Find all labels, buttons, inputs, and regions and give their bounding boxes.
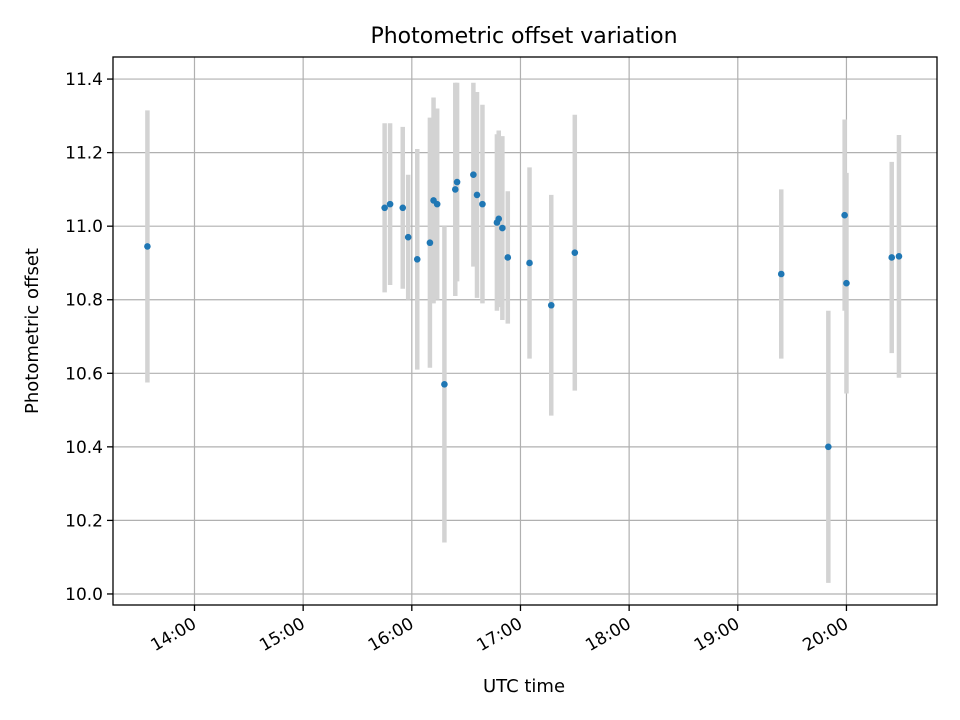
- grid: [113, 57, 937, 605]
- data-point: [777, 270, 785, 278]
- data-point: [451, 186, 459, 193]
- data-point: [843, 279, 850, 287]
- chart-title: Photometric offset variation: [370, 24, 677, 49]
- data-point: [895, 253, 903, 260]
- data-point: [841, 211, 848, 219]
- data-point: [441, 381, 448, 388]
- x-axis-label: UTC time: [483, 676, 565, 697]
- data-point: [495, 215, 503, 223]
- data-point: [470, 171, 477, 178]
- data-point: [413, 255, 421, 263]
- y-tick-label: 10.8: [65, 291, 103, 311]
- data-point: [144, 243, 151, 250]
- data-point: [547, 301, 555, 309]
- data-point: [825, 443, 832, 451]
- data-point: [479, 200, 486, 208]
- data-point: [504, 254, 512, 261]
- y-tick-label: 11.0: [65, 217, 103, 237]
- x-tick-label: 17:00: [474, 614, 526, 656]
- x-tick-label: 15:00: [256, 614, 308, 656]
- y-tick-label: 11.2: [65, 144, 103, 164]
- data-point: [399, 204, 407, 212]
- y-axis-ticks: 10.0 10.2 10.4 10.6 10.8 11.0 11.2 11.4: [65, 70, 113, 605]
- x-axis-ticks: 14:00 15:00 16:00 17:00 18:00 19:00 20:00: [148, 605, 852, 656]
- data-point: [473, 191, 481, 199]
- data-point: [404, 233, 412, 241]
- y-tick-label: 10.0: [65, 585, 103, 605]
- x-tick-label: 20:00: [800, 614, 852, 656]
- data-point: [381, 204, 388, 212]
- x-tick-label: 16:00: [365, 614, 417, 656]
- y-tick-label: 10.6: [65, 364, 103, 384]
- data-point: [433, 200, 441, 208]
- data-point: [571, 249, 579, 256]
- y-tick-label: 10.2: [65, 511, 103, 531]
- y-tick-label: 10.4: [65, 438, 103, 458]
- data-point: [499, 224, 506, 232]
- x-tick-label: 14:00: [148, 614, 200, 656]
- y-tick-label: 11.4: [65, 70, 103, 90]
- error-bars: [145, 82, 902, 583]
- data-point: [526, 259, 533, 267]
- data-point: [386, 200, 394, 208]
- data-point: [453, 178, 461, 186]
- x-tick-label: 18:00: [582, 614, 634, 656]
- x-tick-label: 19:00: [691, 614, 743, 656]
- y-axis-label: Photometric offset: [22, 248, 43, 414]
- data-point: [888, 254, 896, 261]
- plot-frame: [112, 56, 938, 606]
- data-points: [144, 171, 903, 451]
- data-point: [426, 239, 434, 247]
